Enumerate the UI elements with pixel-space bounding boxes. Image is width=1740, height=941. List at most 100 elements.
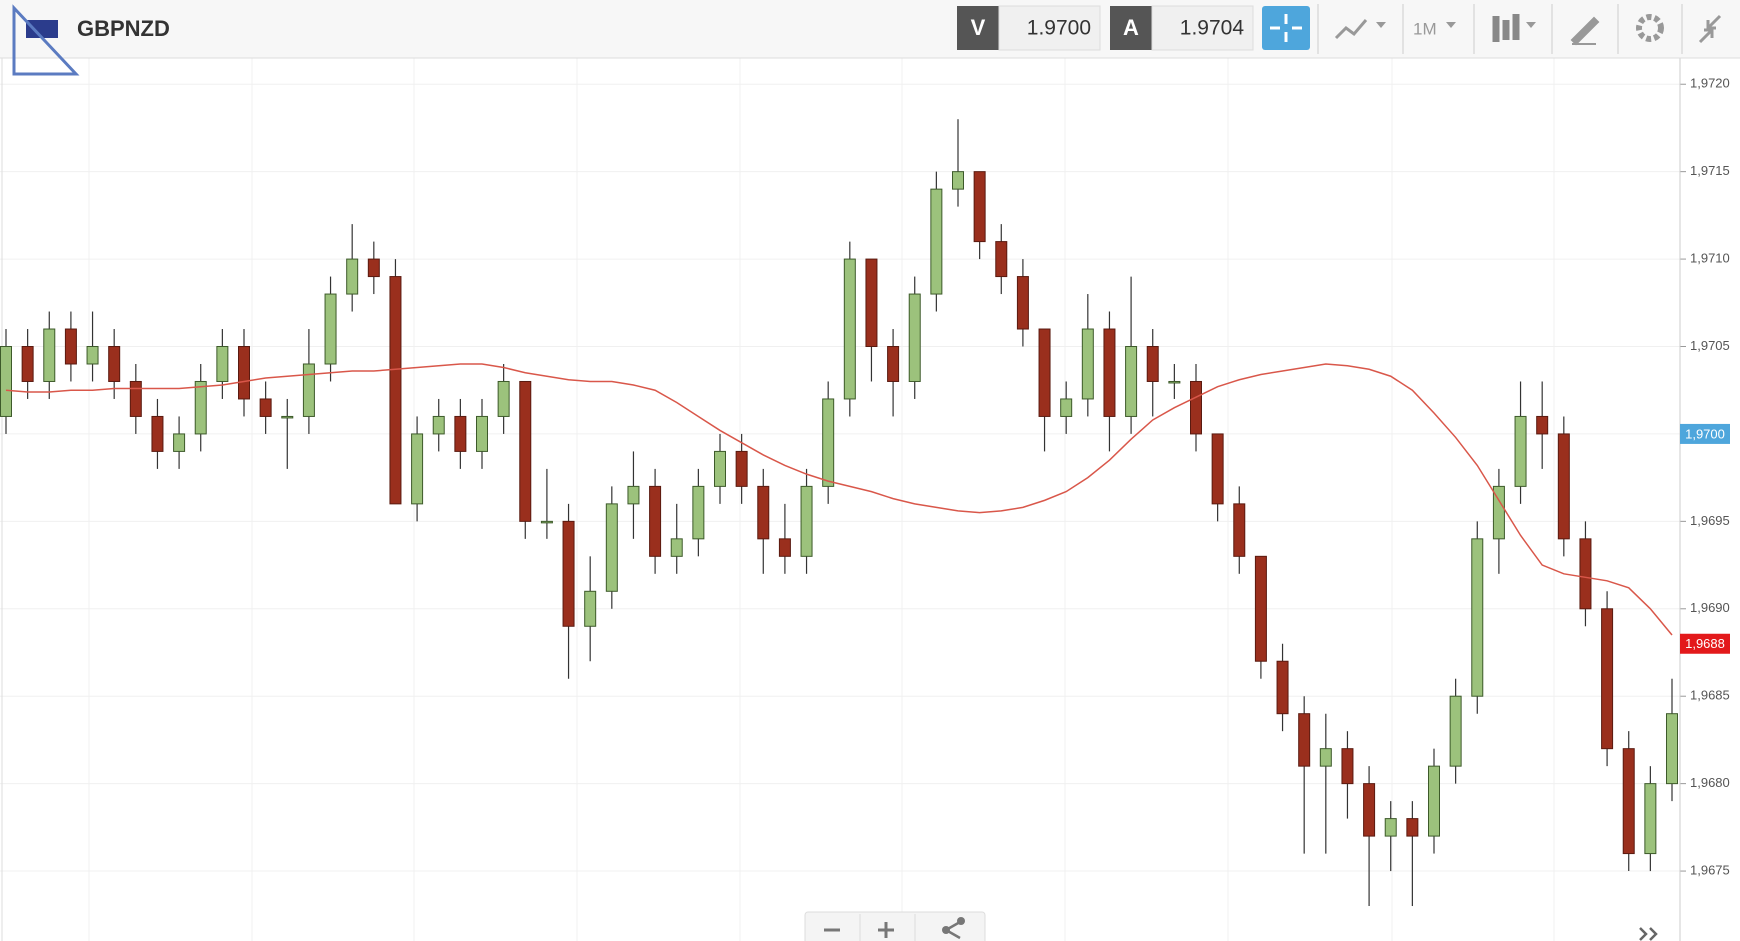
y-tick-label: 1,9720	[1690, 76, 1730, 91]
candle-body	[1536, 415, 1549, 435]
share-dot	[957, 917, 965, 925]
candle-body	[1146, 346, 1159, 382]
candle-body	[995, 241, 1008, 278]
y-tick-label: 1,9690	[1690, 600, 1730, 615]
candle-body	[1190, 380, 1202, 435]
candle-body	[86, 346, 99, 365]
candle-body	[411, 433, 424, 505]
toolbar-separators	[1317, 4, 1683, 54]
candle-body	[649, 485, 662, 557]
candle-body	[216, 346, 229, 382]
candle-body	[1666, 713, 1678, 785]
candle-body	[973, 171, 986, 243]
crosshair-button[interactable]	[1262, 6, 1310, 50]
candle-body	[1644, 783, 1657, 855]
candle-body	[605, 503, 618, 592]
sell-label: V	[971, 15, 986, 40]
y-tick-label: 1,9715	[1690, 163, 1730, 178]
candle-body	[43, 328, 56, 382]
timeframe[interactable]: 1M	[1413, 19, 1437, 38]
candle-body	[129, 380, 142, 417]
candle-body	[64, 328, 77, 365]
price-tag	[1680, 633, 1730, 654]
toolbar	[0, 0, 1740, 58]
candle-body	[1492, 485, 1505, 540]
candle-body	[627, 485, 640, 505]
candle-body	[670, 538, 683, 557]
candle-body	[108, 346, 121, 382]
candle-body	[1557, 433, 1570, 540]
buy-button[interactable]	[1110, 6, 1152, 50]
zoom-controls	[804, 911, 986, 941]
dropdown-arrow	[1446, 22, 1456, 28]
candle-body	[367, 258, 380, 278]
candle-body	[1428, 765, 1440, 837]
price-tag-label: 1,9688	[1685, 636, 1725, 651]
sell-button[interactable]	[957, 6, 999, 50]
draw-icon[interactable]	[1570, 16, 1600, 46]
candle-body	[454, 415, 467, 452]
candle-body	[1363, 783, 1376, 837]
plot-area: 1,9675 1,9680 1,9685 1,9690 1,9695 1,9700 1,97…	[0, 58, 1730, 941]
candle-body	[1254, 555, 1267, 662]
candle-body	[346, 258, 359, 295]
candle-body	[1622, 748, 1635, 855]
y-tick-label: 1,9675	[1690, 862, 1730, 877]
dropdown-arrow	[1526, 22, 1536, 28]
symbol: GBPNZD	[77, 16, 170, 41]
candle-body	[778, 538, 791, 557]
candle-body	[540, 520, 553, 524]
candle-body	[1016, 276, 1029, 330]
y-tick-label: 1,9680	[1690, 775, 1730, 790]
buy-label: A	[1123, 15, 1139, 40]
candle-body	[1125, 346, 1138, 417]
zoom-in[interactable]	[878, 922, 894, 938]
candle-body	[1103, 328, 1116, 417]
candle-body	[281, 415, 294, 419]
y-tick-label: 1,9705	[1690, 338, 1730, 353]
candle-body	[735, 450, 748, 487]
candle-body	[757, 485, 770, 540]
collapse-icon[interactable]	[1698, 14, 1722, 44]
candle-body	[1319, 748, 1332, 767]
settings-icon[interactable]	[1636, 14, 1664, 42]
scroll-end[interactable]	[1639, 927, 1658, 941]
candle-body	[1211, 433, 1224, 505]
y-tick-label: 1,9710	[1690, 251, 1730, 266]
candle-body	[1471, 538, 1484, 697]
candle-body	[1514, 415, 1527, 487]
candle-body	[1168, 380, 1181, 384]
chart-type-icon[interactable]	[1334, 19, 1368, 40]
candle-body	[194, 380, 207, 435]
candle-body	[822, 398, 835, 487]
sell-price: 1.9700	[1027, 17, 1091, 40]
candle-body	[173, 433, 186, 452]
candle-body	[0, 346, 12, 417]
candle-body	[714, 450, 726, 487]
price-tag-label: 1,9700	[1685, 426, 1725, 441]
candle-body	[800, 485, 813, 557]
candle-body	[1081, 328, 1094, 400]
buy-price-box[interactable]	[1151, 5, 1254, 51]
corner-logo	[12, 4, 80, 76]
candle-body	[238, 346, 250, 400]
candle-body	[324, 293, 337, 365]
candle-body	[1276, 660, 1289, 715]
candle-icon[interactable]	[1492, 14, 1520, 42]
candle-body	[1233, 503, 1246, 557]
candle-body	[1038, 328, 1051, 417]
candle-body	[1298, 713, 1311, 767]
share-dot	[942, 926, 950, 934]
y-tick-label: 1,9695	[1690, 513, 1730, 528]
candle-body	[1060, 398, 1073, 417]
candle-body	[843, 258, 856, 400]
candle-body	[497, 380, 510, 417]
sell-price-box[interactable]	[998, 5, 1101, 51]
candle-body	[1384, 818, 1397, 837]
candle-body	[1449, 695, 1462, 767]
y-tick-label: 1,9685	[1690, 688, 1730, 703]
candle-body	[584, 590, 597, 627]
buy-price: 1.9704	[1180, 17, 1245, 40]
